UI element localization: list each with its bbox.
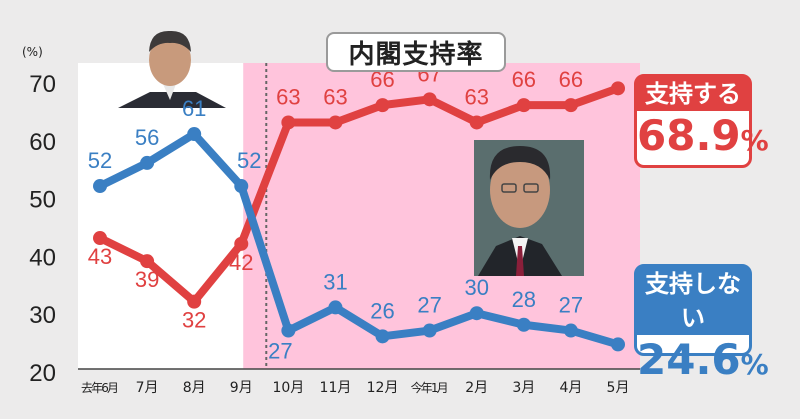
data-label: 43	[88, 244, 112, 269]
data-point	[469, 306, 484, 321]
data-point	[140, 155, 155, 170]
legend-nonsupport-label: 支持しない	[637, 267, 749, 335]
y-tick-label: 40	[29, 244, 56, 271]
data-point	[375, 98, 390, 113]
series-line-1	[96, 130, 622, 349]
y-tick-label: 20	[29, 360, 56, 387]
legend-support-value: 68.9%	[637, 111, 769, 160]
legend-support: 支持する 68.9%	[634, 74, 769, 168]
data-point	[93, 231, 107, 246]
x-tick-label: 4月	[559, 380, 582, 396]
kishida-portrait-icon	[474, 140, 584, 276]
legend-nonsupport: 支持しない 24.6%	[634, 264, 769, 384]
y-tick-label: 50	[29, 187, 56, 214]
y-tick-label: 70	[29, 71, 56, 98]
data-label: 66	[559, 67, 583, 92]
data-point	[469, 115, 484, 130]
x-tick-label: 去年6月	[81, 381, 119, 395]
data-label: 66	[512, 67, 536, 92]
data-point	[140, 254, 155, 269]
data-point	[328, 300, 343, 315]
legend-nonsupport-value: 24.6%	[637, 335, 769, 384]
data-point	[187, 127, 202, 142]
x-tick-label: 3月	[512, 380, 535, 396]
x-tick-label: 5月	[607, 380, 630, 396]
y-tick-label: 30	[29, 302, 56, 329]
data-label: 31	[323, 269, 347, 294]
data-point	[375, 329, 390, 344]
series-line-0	[96, 84, 622, 306]
data-point	[611, 337, 625, 352]
data-point	[234, 236, 249, 251]
data-label: 52	[88, 148, 112, 173]
data-label: 63	[464, 84, 488, 109]
data-label: 27	[559, 293, 583, 318]
data-point	[611, 81, 625, 96]
x-tick-label: 2月	[465, 380, 488, 396]
x-tick-label: 8月	[183, 380, 206, 396]
suga-portrait-icon	[118, 30, 226, 108]
data-point	[187, 294, 202, 309]
data-point	[93, 179, 107, 194]
x-tick-label: 11月	[320, 380, 352, 396]
data-point	[234, 179, 249, 194]
data-label: 56	[135, 125, 159, 150]
data-point	[281, 323, 296, 338]
data-label: 32	[182, 308, 206, 333]
data-label: 63	[323, 84, 347, 109]
x-tick-label: 7月	[136, 380, 159, 396]
data-point	[563, 323, 578, 338]
data-label: 39	[135, 267, 159, 292]
y-unit-label: (%)	[22, 45, 43, 59]
data-point	[281, 115, 296, 130]
x-tick-label: 10月	[272, 380, 304, 396]
series-lines	[93, 81, 625, 352]
data-label: 27	[268, 339, 292, 364]
legend-support-label: 支持する	[637, 77, 749, 111]
background-region-0	[78, 63, 244, 369]
x-tick-label: 今年1月	[411, 380, 449, 395]
data-point	[422, 92, 437, 107]
data-label: 27	[417, 293, 441, 318]
data-point	[516, 98, 531, 113]
data-point	[516, 317, 531, 332]
data-label: 28	[512, 287, 536, 312]
data-point	[422, 323, 437, 338]
chart-title: 内閣支持率	[326, 32, 506, 72]
data-label: 26	[370, 298, 394, 323]
data-label: 61	[182, 96, 206, 121]
portraits	[118, 30, 584, 276]
data-label: 63	[276, 84, 300, 109]
data-label: 42	[229, 250, 253, 275]
data-label: 30	[464, 275, 488, 300]
data-point	[563, 98, 578, 113]
data-label: 52	[237, 148, 261, 173]
x-tick-label: 9月	[230, 380, 253, 396]
data-point	[328, 115, 343, 130]
x-tick-label: 12月	[367, 380, 399, 396]
axes: 20 30 40 50 60 70 (%) 去年6月 7月 8月 9月 10月 11月 12月 今年1月 2月…	[22, 45, 640, 396]
y-tick-label: 60	[29, 129, 56, 156]
